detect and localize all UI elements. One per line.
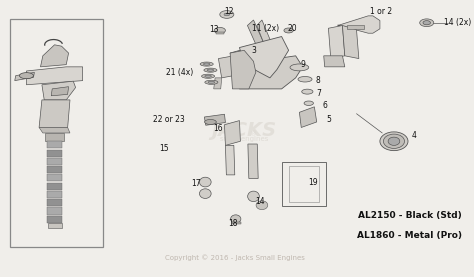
Text: 5: 5 <box>326 115 331 124</box>
Text: JACKS: JACKS <box>211 121 277 140</box>
Text: 8: 8 <box>316 76 320 85</box>
Polygon shape <box>324 56 345 67</box>
Text: 14 (2x): 14 (2x) <box>444 18 471 27</box>
Polygon shape <box>282 162 326 206</box>
Polygon shape <box>231 222 241 224</box>
Ellipse shape <box>302 89 313 94</box>
Text: 1 or 2: 1 or 2 <box>370 7 392 16</box>
Ellipse shape <box>220 11 234 18</box>
Polygon shape <box>239 37 289 78</box>
Text: 7: 7 <box>317 89 321 98</box>
Polygon shape <box>46 216 63 223</box>
Ellipse shape <box>304 101 313 106</box>
Text: 6: 6 <box>323 101 328 111</box>
Polygon shape <box>46 158 63 165</box>
Polygon shape <box>247 20 265 52</box>
Text: 19: 19 <box>308 178 318 187</box>
Text: AL2150 - Black (Std): AL2150 - Black (Std) <box>358 211 462 220</box>
Ellipse shape <box>201 74 215 78</box>
Ellipse shape <box>383 134 404 148</box>
Polygon shape <box>42 81 75 100</box>
Ellipse shape <box>230 215 241 223</box>
Ellipse shape <box>205 75 211 77</box>
Text: 18: 18 <box>228 219 238 228</box>
Text: 3: 3 <box>251 46 256 55</box>
Text: 14: 14 <box>255 197 264 206</box>
Polygon shape <box>225 120 240 145</box>
Ellipse shape <box>200 62 213 66</box>
Ellipse shape <box>19 73 34 79</box>
Ellipse shape <box>256 201 268 210</box>
Polygon shape <box>45 133 64 141</box>
Text: AL1860 - Metal (Pro): AL1860 - Metal (Pro) <box>357 231 462 240</box>
Polygon shape <box>248 144 258 178</box>
Ellipse shape <box>388 137 400 145</box>
Polygon shape <box>15 72 35 81</box>
Polygon shape <box>230 42 277 78</box>
Polygon shape <box>239 56 303 89</box>
Text: ®: ® <box>250 131 257 137</box>
Polygon shape <box>46 174 63 181</box>
Text: 12: 12 <box>224 7 233 16</box>
Polygon shape <box>46 141 63 148</box>
Polygon shape <box>47 222 62 228</box>
Polygon shape <box>300 107 317 127</box>
Ellipse shape <box>290 64 309 71</box>
Text: Copyright © 2016 - Jacks Small Engines: Copyright © 2016 - Jacks Small Engines <box>165 254 305 261</box>
Ellipse shape <box>380 132 408 151</box>
Polygon shape <box>216 32 225 34</box>
Polygon shape <box>46 207 63 215</box>
Text: 15: 15 <box>159 144 168 153</box>
Polygon shape <box>46 166 63 173</box>
Text: 22 or 23: 22 or 23 <box>154 115 185 124</box>
Ellipse shape <box>207 69 214 71</box>
Polygon shape <box>46 199 63 206</box>
Polygon shape <box>328 25 345 58</box>
Polygon shape <box>347 25 364 29</box>
Ellipse shape <box>298 76 312 82</box>
Polygon shape <box>289 166 319 202</box>
Text: 4: 4 <box>411 131 416 140</box>
Polygon shape <box>46 183 63 190</box>
Polygon shape <box>342 25 359 58</box>
Polygon shape <box>214 78 222 89</box>
Ellipse shape <box>200 189 211 198</box>
Text: small engines: small engines <box>220 136 268 142</box>
Ellipse shape <box>200 177 211 187</box>
Text: 17: 17 <box>191 179 201 188</box>
Ellipse shape <box>205 80 218 84</box>
Polygon shape <box>46 150 63 157</box>
Ellipse shape <box>205 119 216 124</box>
Ellipse shape <box>224 13 229 16</box>
Polygon shape <box>204 114 226 125</box>
Polygon shape <box>51 87 69 96</box>
Polygon shape <box>39 127 70 133</box>
Ellipse shape <box>419 19 434 27</box>
Ellipse shape <box>204 68 217 72</box>
Polygon shape <box>257 20 272 50</box>
Polygon shape <box>40 45 69 67</box>
Polygon shape <box>219 53 251 78</box>
Ellipse shape <box>208 81 215 83</box>
Polygon shape <box>27 67 82 85</box>
Polygon shape <box>230 50 256 89</box>
Ellipse shape <box>203 63 210 65</box>
Ellipse shape <box>214 27 226 34</box>
Polygon shape <box>226 145 235 175</box>
Text: 21 (4x): 21 (4x) <box>166 68 193 77</box>
FancyBboxPatch shape <box>10 19 103 247</box>
Text: 9: 9 <box>300 60 305 69</box>
Ellipse shape <box>247 191 259 202</box>
Text: 20: 20 <box>287 24 297 33</box>
Text: 16: 16 <box>214 124 223 133</box>
Text: 11 (2x): 11 (2x) <box>252 24 279 33</box>
Polygon shape <box>39 100 70 127</box>
Text: 13: 13 <box>209 25 219 34</box>
Polygon shape <box>46 191 63 198</box>
Ellipse shape <box>423 21 430 25</box>
Polygon shape <box>338 16 380 33</box>
Ellipse shape <box>284 28 293 33</box>
